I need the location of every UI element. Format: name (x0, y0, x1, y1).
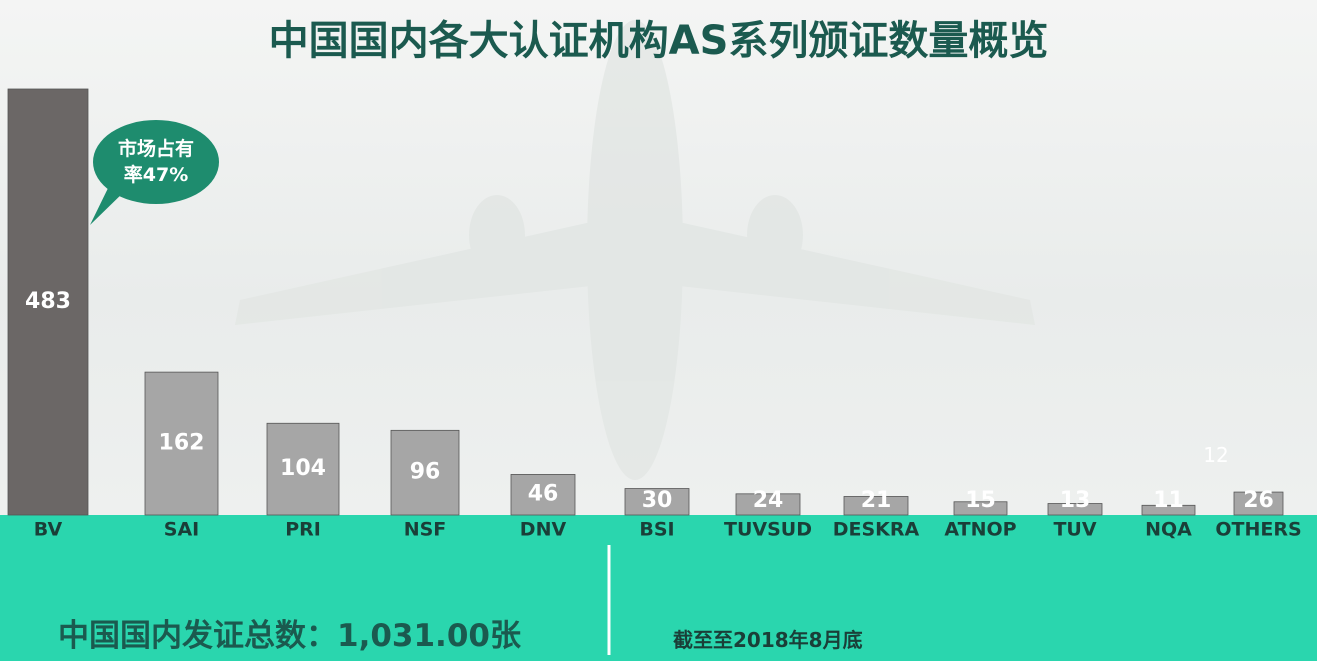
value-label: 24 (753, 488, 784, 513)
bar (953, 501, 1008, 516)
value-label: 11 (1153, 488, 1184, 513)
x-tick-label: NQA (1145, 519, 1192, 541)
callout-text: 市场占有率47% (117, 138, 194, 186)
value-label: 483 (25, 289, 71, 314)
x-tick-label: SAI (164, 519, 199, 541)
value-label: 21 (861, 488, 892, 513)
value-label: 96 (410, 460, 441, 485)
x-tick-label: DNV (520, 519, 567, 541)
x-tick-label: BSI (639, 519, 674, 541)
bar (1233, 491, 1284, 516)
x-tick-label: DESKRA (833, 519, 920, 541)
x-tick-label: TUVSUD (724, 519, 812, 541)
value-label: 46 (528, 482, 559, 507)
x-tick-label: ATNOP (944, 519, 1016, 541)
bar (510, 474, 576, 516)
bar (624, 488, 690, 516)
x-tick-label: BV (34, 519, 63, 541)
value-label: 15 (965, 488, 996, 513)
x-tick-label: NSF (404, 519, 447, 541)
bar (144, 371, 219, 516)
x-tick-label: OTHERS (1215, 519, 1301, 541)
bar (735, 493, 801, 516)
callout: 市场占有率47% (93, 120, 219, 204)
chart-title: 中国国内各大认证机构AS系列颁证数量概览 (268, 18, 1049, 64)
value-label: 162 (159, 431, 205, 456)
bar (7, 88, 89, 516)
bar (390, 429, 460, 516)
footer-band (0, 515, 1317, 661)
value-label: 30 (642, 488, 673, 513)
bar (1047, 503, 1103, 516)
footer-note: 截至至2018年8月底 (673, 628, 863, 652)
airplane-silhouette (235, 20, 1035, 480)
x-tick-label: TUV (1053, 519, 1096, 541)
value-label: 104 (280, 456, 326, 481)
bar (1141, 504, 1196, 516)
value-label: 13 (1060, 488, 1091, 513)
value-label: 26 (1243, 488, 1274, 513)
stray-label: 12 (1203, 443, 1228, 467)
x-tick-label: PRI (285, 519, 321, 541)
bar (843, 496, 909, 516)
footer-total: 中国国内发证总数：1,031.00张 (58, 618, 521, 654)
bar (266, 422, 340, 516)
